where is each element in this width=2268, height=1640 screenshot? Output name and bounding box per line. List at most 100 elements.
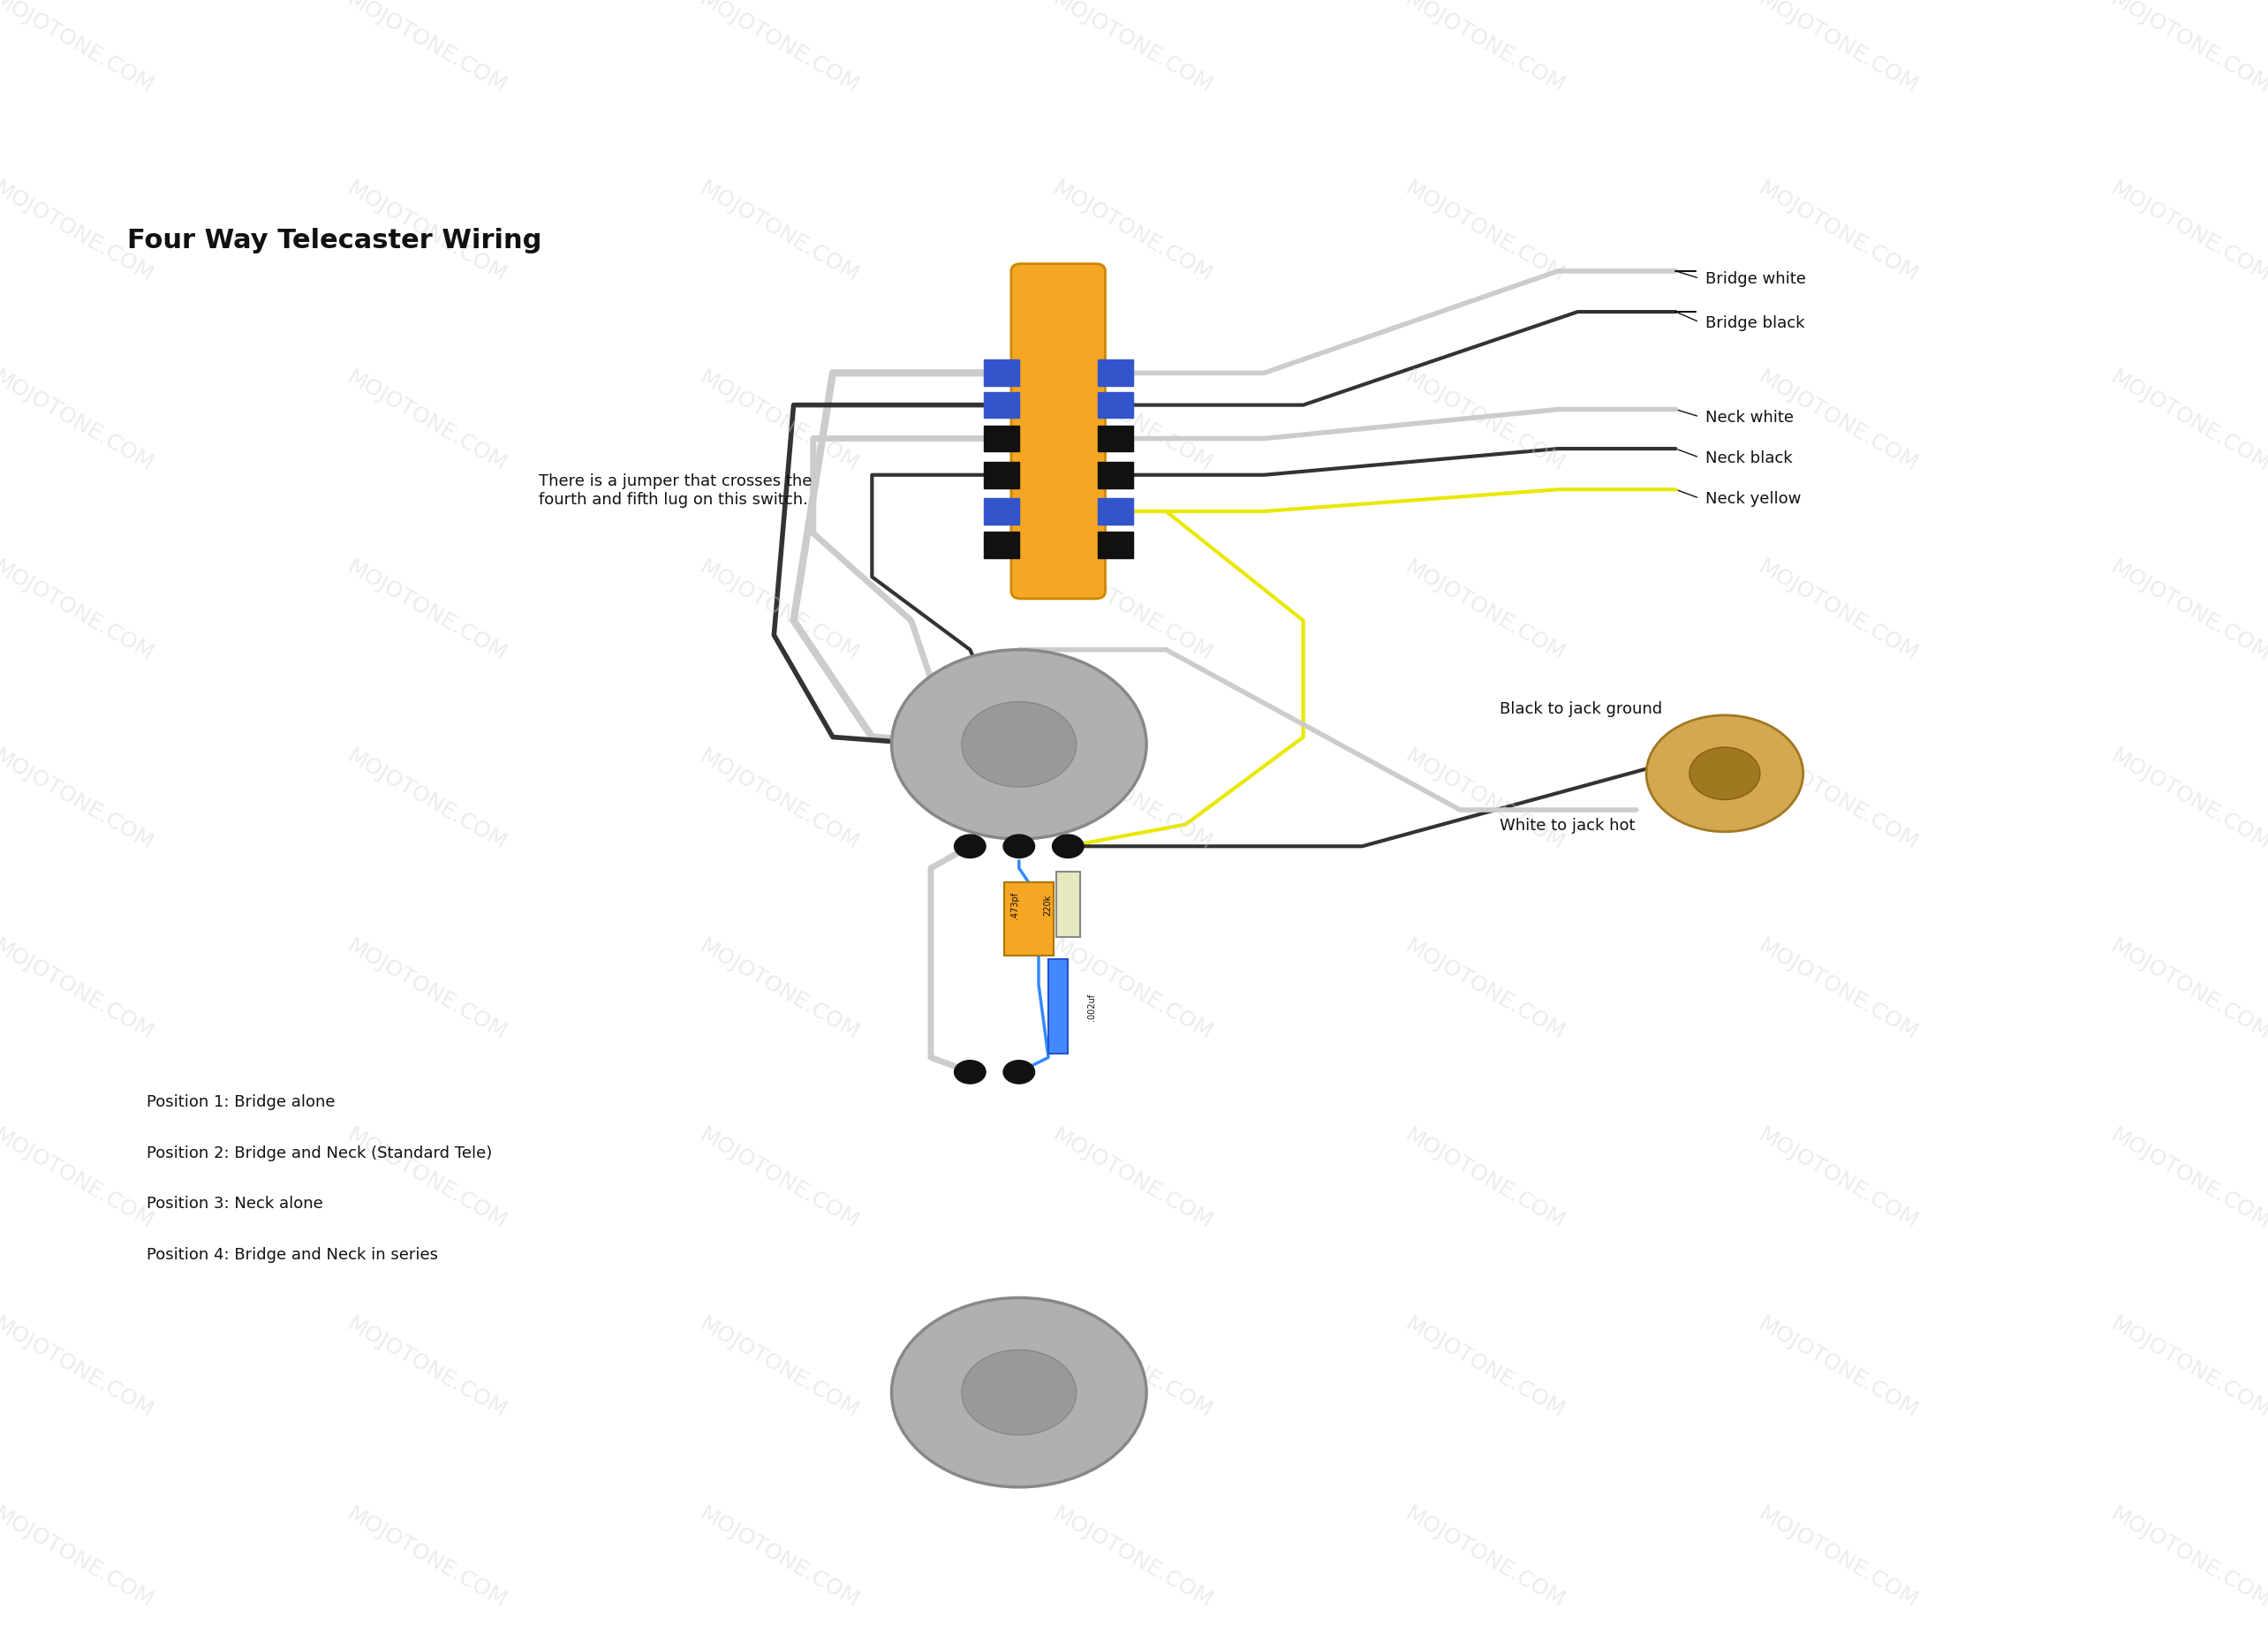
Text: MOJOTONE.COM: MOJOTONE.COM <box>0 745 156 854</box>
FancyBboxPatch shape <box>1098 533 1132 559</box>
Text: Neck black: Neck black <box>1706 449 1792 466</box>
Text: Bridge white: Bridge white <box>1706 271 1805 287</box>
Text: MOJOTONE.COM: MOJOTONE.COM <box>1402 935 1569 1043</box>
Text: Position 4: Bridge and Neck in series: Position 4: Bridge and Neck in series <box>147 1246 438 1263</box>
Text: MOJOTONE.COM: MOJOTONE.COM <box>1402 177 1569 287</box>
Circle shape <box>1647 715 1803 831</box>
Text: MOJOTONE.COM: MOJOTONE.COM <box>342 1123 510 1232</box>
Text: MOJOTONE.COM: MOJOTONE.COM <box>342 177 510 287</box>
Text: Position 3: Neck alone: Position 3: Neck alone <box>147 1196 322 1212</box>
Text: MOJOTONE.COM: MOJOTONE.COM <box>0 1502 156 1610</box>
Text: MOJOTONE.COM: MOJOTONE.COM <box>1048 367 1216 476</box>
Text: MOJOTONE.COM: MOJOTONE.COM <box>0 0 156 97</box>
Text: .473pf: .473pf <box>1009 891 1018 918</box>
FancyBboxPatch shape <box>984 361 1018 387</box>
Text: Black to jack ground: Black to jack ground <box>1499 700 1662 717</box>
Text: MOJOTONE.COM: MOJOTONE.COM <box>696 367 862 476</box>
Text: MOJOTONE.COM: MOJOTONE.COM <box>1753 367 1921 476</box>
Text: MOJOTONE.COM: MOJOTONE.COM <box>1048 0 1216 97</box>
Text: MOJOTONE.COM: MOJOTONE.COM <box>1753 556 1921 664</box>
FancyBboxPatch shape <box>984 392 1018 418</box>
Text: MOJOTONE.COM: MOJOTONE.COM <box>0 935 156 1043</box>
Text: MOJOTONE.COM: MOJOTONE.COM <box>2107 1123 2268 1232</box>
Bar <box>1048 959 1068 1055</box>
Text: MOJOTONE.COM: MOJOTONE.COM <box>1402 0 1569 97</box>
Text: MOJOTONE.COM: MOJOTONE.COM <box>696 177 862 287</box>
Text: MOJOTONE.COM: MOJOTONE.COM <box>2107 0 2268 97</box>
FancyBboxPatch shape <box>1098 361 1132 387</box>
Text: MOJOTONE.COM: MOJOTONE.COM <box>1048 745 1216 854</box>
Text: MOJOTONE.COM: MOJOTONE.COM <box>696 556 862 664</box>
Text: MOJOTONE.COM: MOJOTONE.COM <box>342 1314 510 1422</box>
Circle shape <box>891 1297 1145 1487</box>
Circle shape <box>1002 835 1034 858</box>
Bar <box>1005 882 1052 956</box>
Text: MOJOTONE.COM: MOJOTONE.COM <box>1048 1502 1216 1610</box>
Text: MOJOTONE.COM: MOJOTONE.COM <box>1753 745 1921 854</box>
Text: White to jack hot: White to jack hot <box>1499 817 1635 833</box>
Text: MOJOTONE.COM: MOJOTONE.COM <box>0 1123 156 1232</box>
Text: MOJOTONE.COM: MOJOTONE.COM <box>1402 367 1569 476</box>
FancyBboxPatch shape <box>1012 264 1105 599</box>
Text: MOJOTONE.COM: MOJOTONE.COM <box>342 935 510 1043</box>
Text: MOJOTONE.COM: MOJOTONE.COM <box>342 0 510 97</box>
Text: MOJOTONE.COM: MOJOTONE.COM <box>696 1502 862 1610</box>
Text: Four Way Telecaster Wiring: Four Way Telecaster Wiring <box>127 228 542 254</box>
Text: MOJOTONE.COM: MOJOTONE.COM <box>0 556 156 664</box>
FancyBboxPatch shape <box>984 426 1018 453</box>
Text: MOJOTONE.COM: MOJOTONE.COM <box>2107 1314 2268 1422</box>
Text: MOJOTONE.COM: MOJOTONE.COM <box>1402 745 1569 854</box>
Text: MOJOTONE.COM: MOJOTONE.COM <box>2107 177 2268 287</box>
Text: Neck yellow: Neck yellow <box>1706 490 1801 507</box>
Text: MOJOTONE.COM: MOJOTONE.COM <box>1402 1502 1569 1610</box>
Text: MOJOTONE.COM: MOJOTONE.COM <box>342 556 510 664</box>
Text: MOJOTONE.COM: MOJOTONE.COM <box>1048 177 1216 287</box>
Text: MOJOTONE.COM: MOJOTONE.COM <box>342 1502 510 1610</box>
Text: MOJOTONE.COM: MOJOTONE.COM <box>1402 1123 1569 1232</box>
FancyBboxPatch shape <box>984 499 1018 525</box>
Circle shape <box>1690 748 1760 800</box>
Text: MOJOTONE.COM: MOJOTONE.COM <box>2107 1502 2268 1610</box>
Text: MOJOTONE.COM: MOJOTONE.COM <box>2107 935 2268 1043</box>
Text: MOJOTONE.COM: MOJOTONE.COM <box>696 745 862 854</box>
Circle shape <box>1002 1061 1034 1084</box>
Text: MOJOTONE.COM: MOJOTONE.COM <box>2107 556 2268 664</box>
Text: MOJOTONE.COM: MOJOTONE.COM <box>1753 1314 1921 1422</box>
Text: Neck white: Neck white <box>1706 410 1794 425</box>
Text: MOJOTONE.COM: MOJOTONE.COM <box>1753 0 1921 97</box>
Text: MOJOTONE.COM: MOJOTONE.COM <box>0 367 156 476</box>
FancyBboxPatch shape <box>1098 499 1132 525</box>
Text: MOJOTONE.COM: MOJOTONE.COM <box>696 0 862 97</box>
Text: Tone
250ka: Tone 250ka <box>996 1325 1043 1358</box>
Text: MOJOTONE.COM: MOJOTONE.COM <box>0 1314 156 1422</box>
FancyBboxPatch shape <box>1098 392 1132 418</box>
Circle shape <box>962 702 1077 787</box>
Text: MOJOTONE.COM: MOJOTONE.COM <box>1048 935 1216 1043</box>
Bar <box>1057 872 1080 938</box>
Text: Bridge black: Bridge black <box>1706 315 1805 331</box>
Text: MOJOTONE.COM: MOJOTONE.COM <box>1753 1502 1921 1610</box>
Text: MOJOTONE.COM: MOJOTONE.COM <box>1048 1123 1216 1232</box>
Text: MOJOTONE.COM: MOJOTONE.COM <box>2107 745 2268 854</box>
Text: Volume
250ka: Volume 250ka <box>989 782 1048 815</box>
Text: MOJOTONE.COM: MOJOTONE.COM <box>1048 556 1216 664</box>
Text: MOJOTONE.COM: MOJOTONE.COM <box>2107 367 2268 476</box>
Text: MOJOTONE.COM: MOJOTONE.COM <box>342 745 510 854</box>
Text: MOJOTONE.COM: MOJOTONE.COM <box>0 177 156 287</box>
Text: MOJOTONE.COM: MOJOTONE.COM <box>696 1314 862 1422</box>
Text: MOJOTONE.COM: MOJOTONE.COM <box>1753 177 1921 287</box>
Text: MOJOTONE.COM: MOJOTONE.COM <box>1753 1123 1921 1232</box>
Text: 220k: 220k <box>1043 894 1052 915</box>
Text: MOJOTONE.COM: MOJOTONE.COM <box>1402 1314 1569 1422</box>
Circle shape <box>955 1061 987 1084</box>
FancyBboxPatch shape <box>1098 426 1132 453</box>
Circle shape <box>1052 835 1084 858</box>
Text: Position 2: Bridge and Neck (Standard Tele): Position 2: Bridge and Neck (Standard Te… <box>147 1145 492 1161</box>
Text: .002uf: .002uf <box>1089 994 1095 1020</box>
FancyBboxPatch shape <box>984 533 1018 559</box>
Text: MOJOTONE.COM: MOJOTONE.COM <box>342 367 510 476</box>
Circle shape <box>891 649 1145 840</box>
Text: MOJOTONE.COM: MOJOTONE.COM <box>696 935 862 1043</box>
Text: There is a jumper that crosses the
fourth and fifth lug on this switch.: There is a jumper that crosses the fourt… <box>540 472 812 507</box>
Text: MOJOTONE.COM: MOJOTONE.COM <box>1048 1314 1216 1422</box>
